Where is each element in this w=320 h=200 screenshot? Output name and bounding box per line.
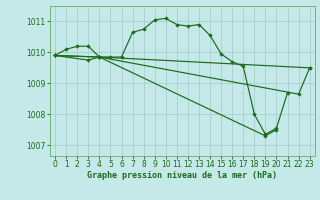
X-axis label: Graphe pression niveau de la mer (hPa): Graphe pression niveau de la mer (hPa) bbox=[87, 171, 277, 180]
